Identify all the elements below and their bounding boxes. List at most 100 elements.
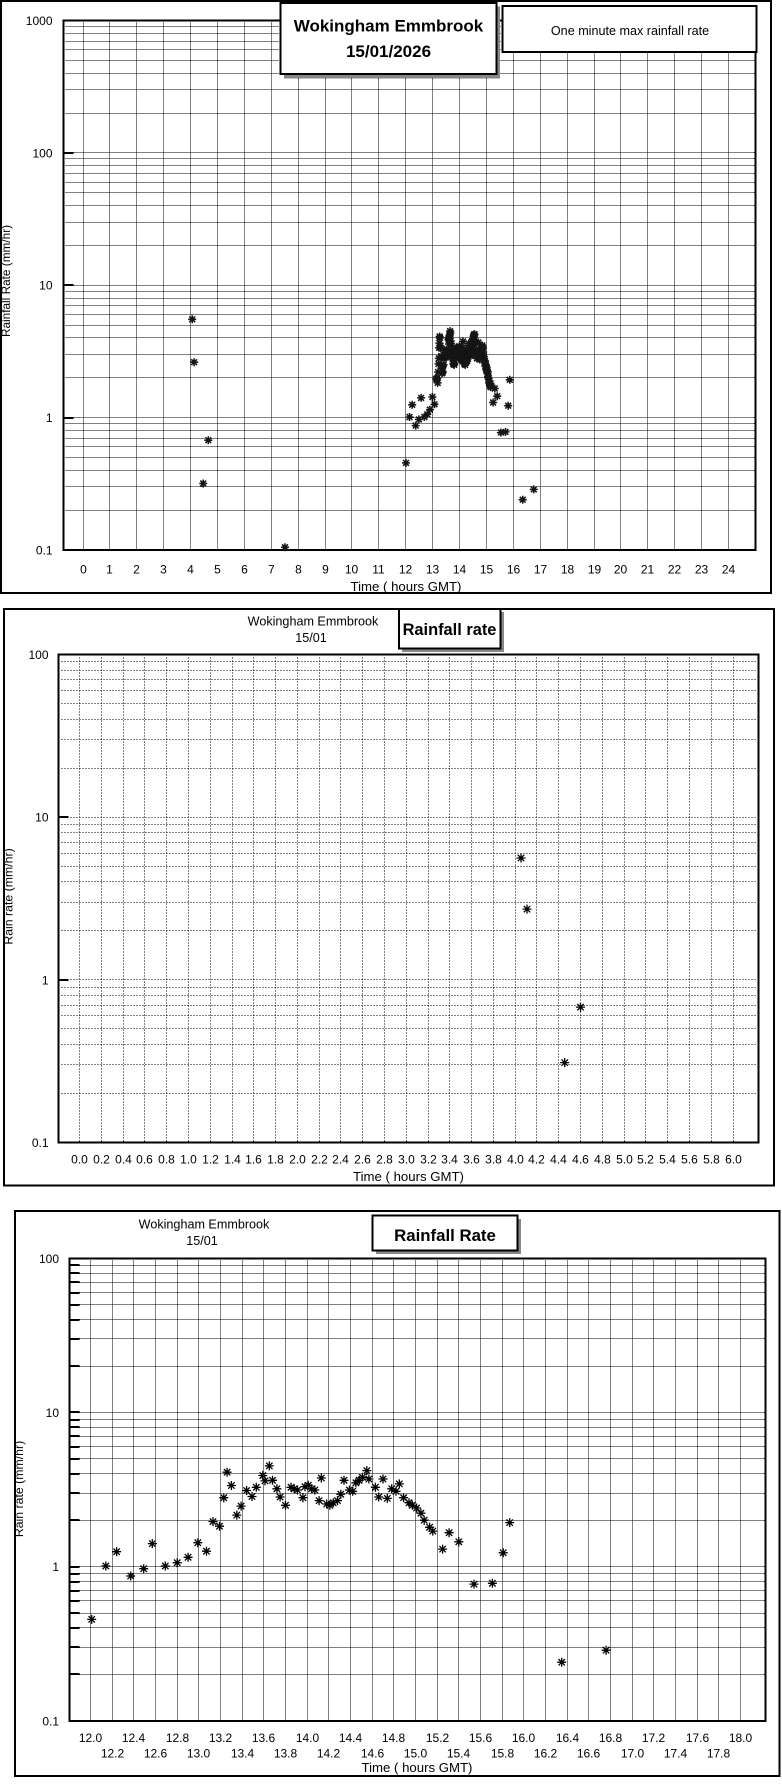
svg-text:4.2: 4.2	[528, 1153, 545, 1167]
svg-text:11: 11	[372, 563, 385, 577]
svg-text:0.2: 0.2	[93, 1153, 110, 1167]
svg-text:3.4: 3.4	[441, 1153, 458, 1167]
svg-text:2.2: 2.2	[311, 1153, 328, 1167]
svg-text:1.0: 1.0	[180, 1153, 197, 1167]
svg-text:15.2: 15.2	[426, 1731, 450, 1745]
svg-text:12.8: 12.8	[166, 1731, 190, 1745]
svg-text:10: 10	[345, 563, 359, 577]
svg-text:10: 10	[46, 1406, 60, 1420]
svg-text:17.2: 17.2	[642, 1731, 666, 1745]
svg-text:2.8: 2.8	[376, 1153, 393, 1167]
svg-text:1000: 1000	[26, 14, 53, 28]
svg-text:16.4: 16.4	[556, 1731, 580, 1745]
svg-text:14.8: 14.8	[382, 1731, 406, 1745]
svg-text:2.0: 2.0	[289, 1153, 306, 1167]
svg-text:5.6: 5.6	[681, 1153, 698, 1167]
svg-text:Wokingham Emmbrook: Wokingham Emmbrook	[139, 1218, 270, 1232]
svg-text:100: 100	[32, 146, 52, 160]
svg-text:3: 3	[160, 563, 167, 577]
svg-text:16.2: 16.2	[534, 1747, 558, 1761]
svg-text:5.2: 5.2	[637, 1153, 654, 1167]
svg-text:Time ( hours GMT): Time ( hours GMT)	[362, 1760, 473, 1775]
svg-text:9: 9	[322, 563, 329, 577]
svg-text:16.8: 16.8	[599, 1731, 623, 1745]
svg-text:14: 14	[453, 563, 467, 577]
svg-text:0: 0	[80, 563, 87, 577]
svg-text:Time ( hours GMT): Time ( hours GMT)	[353, 1169, 464, 1184]
svg-text:18.0: 18.0	[729, 1731, 753, 1745]
svg-text:0.6: 0.6	[136, 1153, 153, 1167]
svg-text:15: 15	[480, 563, 494, 577]
svg-text:0.4: 0.4	[115, 1153, 132, 1167]
svg-text:0.8: 0.8	[158, 1153, 175, 1167]
svg-text:16: 16	[507, 563, 521, 577]
svg-text:100: 100	[39, 1252, 59, 1266]
svg-text:12.4: 12.4	[122, 1731, 146, 1745]
svg-text:18: 18	[561, 563, 575, 577]
svg-text:0.1: 0.1	[36, 544, 53, 558]
svg-text:4.0: 4.0	[507, 1153, 524, 1167]
svg-text:6: 6	[241, 563, 248, 577]
svg-text:21: 21	[641, 563, 655, 577]
svg-text:3.2: 3.2	[420, 1153, 437, 1167]
svg-text:13: 13	[426, 563, 440, 577]
svg-text:13.2: 13.2	[209, 1731, 233, 1745]
svg-text:0.0: 0.0	[71, 1153, 88, 1167]
svg-text:17.6: 17.6	[686, 1731, 710, 1745]
svg-text:13.4: 13.4	[231, 1747, 255, 1761]
svg-text:Rainfall Rate: Rainfall Rate	[394, 1226, 496, 1245]
svg-text:Wokingham Emmbrook: Wokingham Emmbrook	[294, 17, 484, 36]
svg-text:Rain rate (mm/hr): Rain rate (mm/hr)	[2, 848, 16, 944]
svg-text:2.4: 2.4	[332, 1153, 349, 1167]
svg-text:Rainfall Rate (mm/hr): Rainfall Rate (mm/hr)	[0, 225, 13, 337]
svg-text:Rain rate (mm/hr): Rain rate (mm/hr)	[12, 1441, 26, 1537]
svg-text:8: 8	[295, 563, 302, 577]
svg-text:17: 17	[534, 563, 548, 577]
svg-text:2.6: 2.6	[354, 1153, 371, 1167]
svg-text:22: 22	[668, 563, 682, 577]
svg-text:15.4: 15.4	[447, 1747, 471, 1761]
svg-text:3.8: 3.8	[485, 1153, 502, 1167]
svg-text:1.8: 1.8	[267, 1153, 284, 1167]
svg-text:15.6: 15.6	[469, 1731, 493, 1745]
svg-text:4: 4	[187, 563, 194, 577]
svg-text:24: 24	[722, 563, 736, 577]
svg-text:7: 7	[268, 563, 275, 577]
svg-text:Wokingham Emmbrook: Wokingham Emmbrook	[248, 615, 379, 629]
svg-text:2: 2	[133, 563, 140, 577]
svg-text:14.2: 14.2	[317, 1747, 341, 1761]
svg-text:10: 10	[35, 811, 49, 825]
svg-text:15/01: 15/01	[295, 631, 327, 645]
svg-text:1: 1	[42, 973, 49, 987]
svg-text:5: 5	[214, 563, 221, 577]
svg-text:6.0: 6.0	[725, 1153, 742, 1167]
svg-text:20: 20	[614, 563, 628, 577]
svg-text:17.8: 17.8	[707, 1747, 731, 1761]
svg-text:14.4: 14.4	[339, 1731, 363, 1745]
svg-text:5.8: 5.8	[703, 1153, 720, 1167]
svg-text:14.0: 14.0	[296, 1731, 320, 1745]
svg-text:15.0: 15.0	[404, 1747, 428, 1761]
svg-text:15/01: 15/01	[186, 1234, 218, 1248]
svg-text:17.0: 17.0	[621, 1747, 645, 1761]
svg-text:12.6: 12.6	[144, 1747, 168, 1761]
svg-text:1: 1	[106, 563, 113, 577]
svg-text:13.0: 13.0	[187, 1747, 211, 1761]
svg-text:19: 19	[588, 563, 602, 577]
svg-text:1.6: 1.6	[245, 1153, 262, 1167]
svg-text:100: 100	[28, 648, 48, 662]
svg-text:Rainfall rate: Rainfall rate	[403, 621, 497, 639]
svg-text:One minute max rainfall rate: One minute max rainfall rate	[551, 24, 709, 38]
svg-text:0.1: 0.1	[32, 1136, 49, 1150]
svg-text:0.1: 0.1	[42, 1715, 59, 1729]
svg-text:3.0: 3.0	[398, 1153, 415, 1167]
svg-text:4.8: 4.8	[594, 1153, 611, 1167]
svg-text:4.6: 4.6	[572, 1153, 589, 1167]
svg-text:12: 12	[399, 563, 413, 577]
svg-text:10: 10	[39, 279, 53, 293]
svg-text:16.0: 16.0	[512, 1731, 536, 1745]
svg-text:16.6: 16.6	[577, 1747, 601, 1761]
svg-text:13.8: 13.8	[274, 1747, 298, 1761]
svg-text:13.6: 13.6	[252, 1731, 276, 1745]
svg-text:5.0: 5.0	[616, 1153, 633, 1167]
